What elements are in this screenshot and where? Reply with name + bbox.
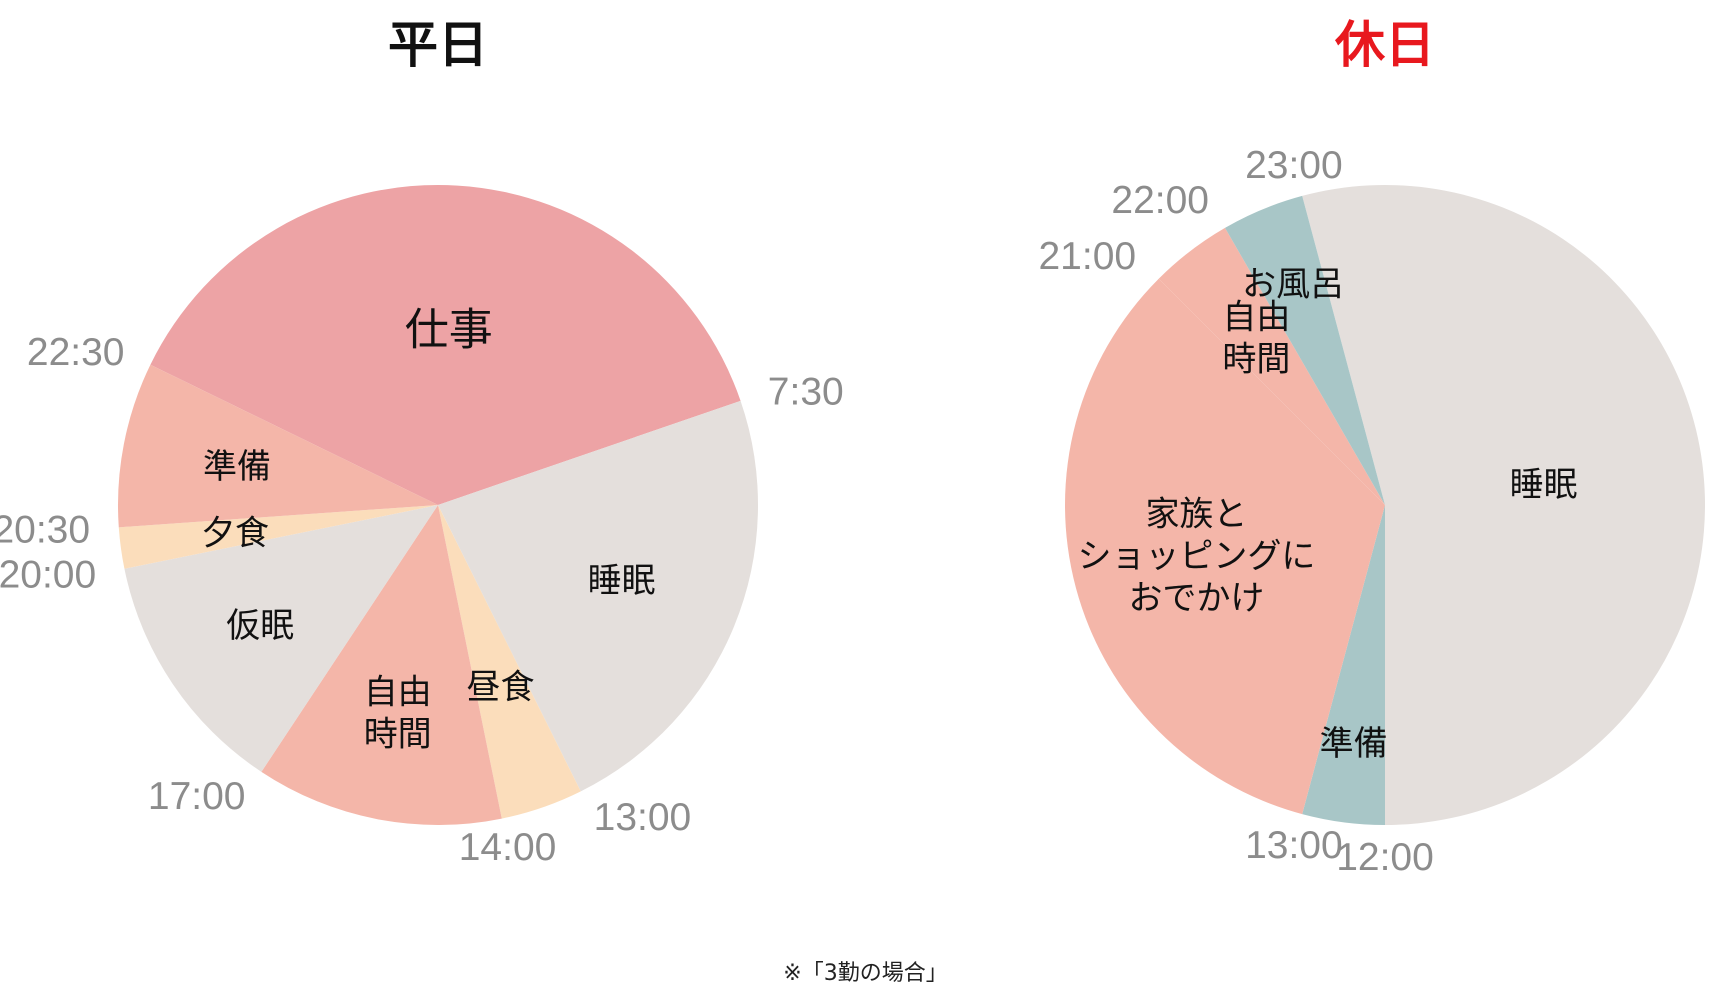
pie-slice [124, 505, 438, 772]
slice-label: 夕食 [201, 514, 269, 554]
time-tick-label: 20:30 [0, 508, 90, 551]
time-tick-label: 17:00 [148, 775, 246, 818]
slice-label-line: おでかけ [1128, 579, 1264, 619]
pie-slice [1225, 195, 1385, 505]
slice-label: お風呂 [1242, 264, 1344, 304]
slice-label-line: 夕食 [201, 514, 269, 554]
pie-slice [438, 505, 581, 819]
slice-label-line: 昼食 [467, 668, 535, 708]
slice-label: 家族とショッピングにおでかけ [1077, 495, 1315, 619]
slice-label-line: 睡眠 [588, 561, 656, 601]
time-tick-label: 20:00 [0, 554, 96, 597]
slice-label-line: 家族と [1145, 495, 1247, 535]
slice-label: 自由時間 [1222, 297, 1290, 379]
slice-label-line: 睡眠 [1510, 465, 1578, 505]
pie-slice [118, 364, 438, 528]
slice-label: 準備 [203, 447, 271, 487]
time-tick-label: 23:00 [1245, 144, 1343, 187]
time-tick-label: 12:00 [1336, 836, 1434, 879]
pie-slice [1158, 227, 1385, 505]
slice-label: 仮眠 [226, 606, 294, 646]
weekday-slices [118, 184, 759, 825]
pie-slice [1302, 185, 1706, 825]
slice-label: 仕事 [405, 304, 493, 355]
pie-slice [118, 505, 438, 569]
slice-label-line: 準備 [203, 447, 271, 487]
slice-label-line: ショッピングに [1077, 537, 1315, 577]
slice-label: 昼食 [467, 668, 535, 708]
holiday-slices [1064, 185, 1706, 825]
pie-slice [150, 184, 741, 505]
slice-label: 準備 [1320, 724, 1388, 764]
slice-label-line: 自由 [1222, 297, 1290, 337]
time-tick-label: 22:00 [1111, 179, 1209, 222]
footnote: ※「3勤の場合」 [783, 961, 948, 986]
pie-slice [1302, 505, 1385, 825]
slice-label-line: 仮眠 [226, 606, 294, 646]
time-tick-label: 22:30 [27, 331, 125, 374]
slice-label: 自由時間 [364, 672, 432, 754]
slice-label-line: 時間 [1222, 339, 1290, 379]
time-tick-label: 7:30 [768, 370, 844, 413]
time-tick-label: 21:00 [1038, 235, 1136, 278]
slice-label-line: 時間 [364, 714, 432, 754]
pie-slice [438, 400, 759, 792]
time-tick-label: 14:00 [459, 826, 557, 869]
time-tick-label: 13:00 [1245, 824, 1343, 867]
pie-slice [1064, 278, 1385, 815]
time-tick-label: 13:00 [594, 796, 692, 839]
weekday-title: 平日 [388, 16, 488, 74]
pie-slice [261, 505, 502, 825]
slice-label: 睡眠 [588, 561, 656, 601]
slice-label-line: 自由 [364, 672, 432, 712]
slice-label-line: 準備 [1320, 724, 1388, 764]
slice-label-line: お風呂 [1242, 264, 1344, 304]
holiday-title: 休日 [1334, 16, 1435, 74]
slice-label: 睡眠 [1510, 465, 1578, 505]
slice-label-line: 仕事 [405, 304, 493, 355]
